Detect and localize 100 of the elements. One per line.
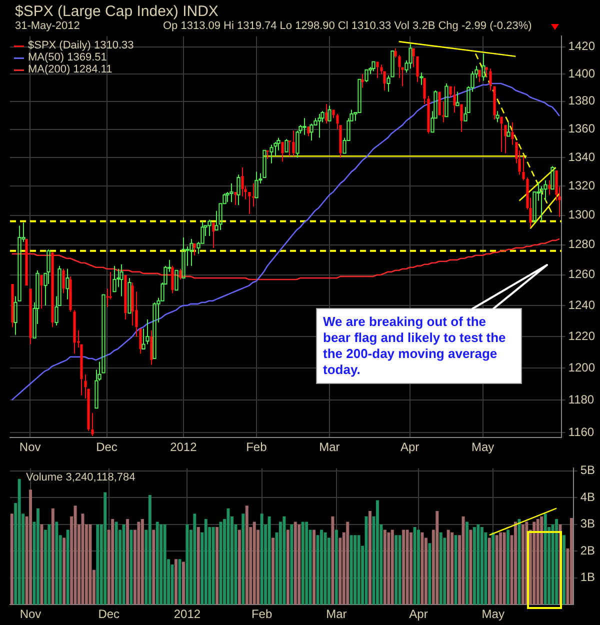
bar [536, 519, 540, 605]
candlestick [109, 271, 112, 300]
chart-subtitle: 31-May-2012 [15, 20, 80, 32]
bar [148, 494, 152, 605]
bar [514, 522, 517, 605]
y-tick-label: 1400 [568, 66, 596, 80]
bar [495, 535, 498, 605]
candlestick [124, 274, 127, 320]
bar [174, 559, 178, 605]
bar [394, 535, 398, 605]
bar [390, 530, 394, 605]
bar [350, 535, 353, 605]
bar [282, 516, 286, 605]
bar [462, 516, 465, 605]
bar [140, 519, 144, 605]
bar [298, 524, 301, 605]
candlestick [361, 73, 364, 88]
candlestick [66, 268, 70, 300]
candlestick [69, 276, 72, 312]
chart-title: $SPX (Large Cap Index) INDX [15, 3, 218, 20]
candlestick [29, 288, 32, 345]
bar [368, 510, 372, 605]
candlestick [120, 264, 124, 297]
y-tick-label: 1300 [568, 208, 596, 222]
candlestick [485, 67, 488, 78]
candlestick [456, 91, 460, 106]
candlestick [420, 72, 424, 86]
bar [454, 535, 458, 605]
candlestick [288, 140, 291, 157]
bar [294, 522, 297, 605]
candlestick [11, 284, 14, 328]
candlestick [193, 243, 196, 256]
candlestick [182, 236, 186, 278]
candlestick [46, 248, 50, 285]
candlestick [416, 56, 419, 83]
x-tick-label: 2012 [170, 440, 198, 454]
bar [544, 514, 547, 605]
x-tick-label: Mar [319, 440, 340, 454]
bar [472, 527, 476, 605]
bar [260, 514, 264, 605]
candlestick [91, 412, 94, 436]
bar [216, 527, 219, 605]
bar [163, 524, 166, 605]
candlestick [40, 274, 43, 310]
bar [312, 530, 316, 605]
bar [320, 530, 323, 605]
bar [152, 530, 156, 605]
bar [36, 508, 40, 605]
x-tick-label: Apr [400, 440, 420, 454]
candlestick [139, 328, 142, 354]
candlestick [408, 44, 412, 70]
candlestick [444, 83, 448, 118]
x-tick-label: Nov [19, 440, 41, 454]
candlestick [112, 265, 116, 292]
bar [410, 532, 413, 605]
bar [186, 524, 189, 605]
candlestick [292, 130, 295, 157]
bar [126, 519, 130, 605]
bar [420, 532, 424, 605]
bar [506, 530, 510, 605]
candlestick [460, 104, 463, 133]
candlestick [212, 222, 215, 248]
candlestick [131, 282, 134, 326]
bar [104, 492, 107, 605]
bar [446, 530, 450, 605]
x-tick-label: Dec [98, 607, 120, 622]
bar [305, 522, 308, 605]
bar [383, 530, 386, 605]
bar [40, 524, 44, 605]
legend-label: MA(200) 1284.11 [28, 64, 112, 76]
candlestick [398, 54, 401, 79]
candlestick [449, 86, 452, 98]
bar [204, 519, 208, 605]
bar [290, 524, 294, 605]
bar [182, 562, 185, 605]
bar [518, 519, 521, 605]
candlestick [248, 192, 251, 214]
annotation: We are breaking out of the bear flag and likely to test the the 200-day moving average today. [323, 314, 506, 377]
candlestick [310, 123, 314, 142]
y-tick-label: 1320 [568, 178, 596, 193]
text: Op 1313.09 Hi 1319.74 Lo 1298.90 Cl 1310.33 Vol 3.2B Chg -2.99 (-0.23%) [163, 20, 532, 32]
y-tick-label: 1200 [568, 360, 596, 374]
candlestick [171, 265, 174, 294]
bar [62, 538, 66, 605]
bar [238, 530, 241, 605]
y-tick-label: 1160 [568, 424, 594, 439]
candlestick [478, 70, 481, 83]
bar [502, 532, 506, 605]
x-tick-label: May [482, 607, 504, 622]
y-tick-label: 2B [580, 543, 596, 558]
candlestick [270, 144, 274, 164]
legend-label: MA(50) 1369.51 [28, 52, 107, 64]
candlestick [522, 156, 525, 181]
candlestick [241, 167, 244, 197]
candlestick [73, 310, 76, 354]
y-tick-label: 1280 [568, 237, 596, 252]
candlestick [254, 171, 258, 198]
bar [74, 506, 77, 605]
bar [555, 519, 558, 605]
bar [331, 516, 334, 605]
